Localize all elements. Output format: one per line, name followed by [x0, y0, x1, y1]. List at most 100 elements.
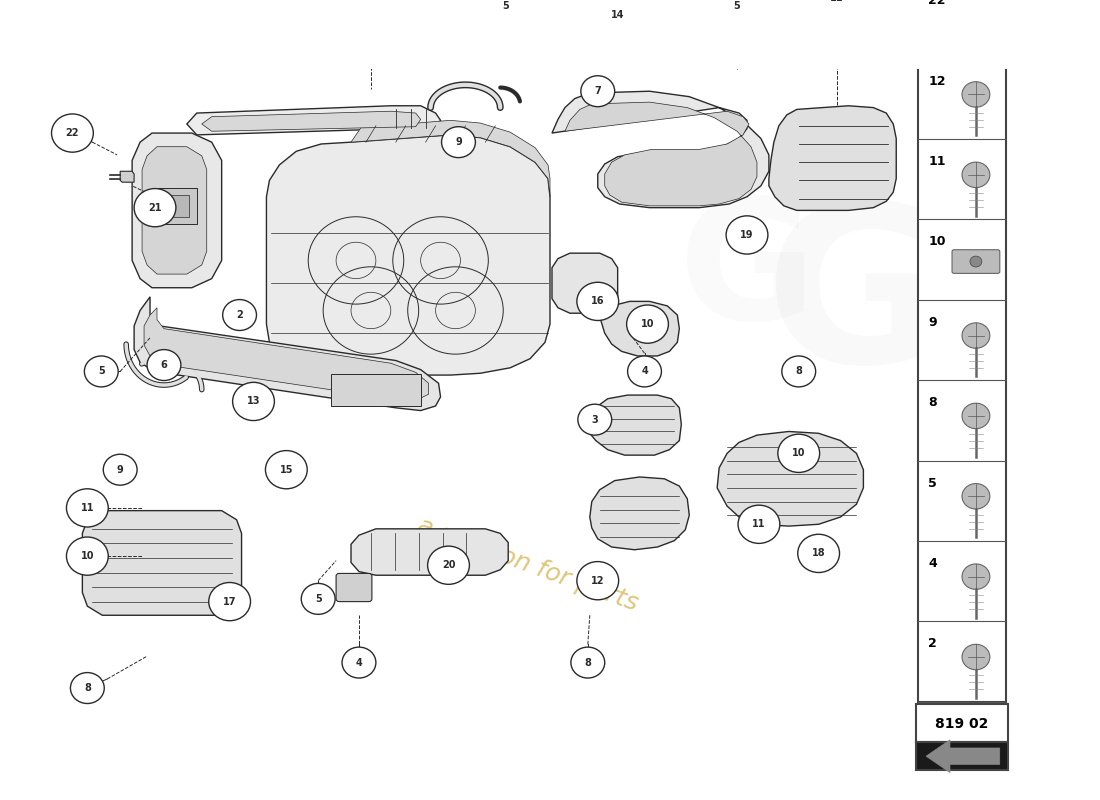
Text: 3: 3	[592, 414, 598, 425]
Text: 2: 2	[236, 310, 243, 320]
Polygon shape	[134, 297, 441, 410]
Circle shape	[962, 82, 990, 107]
Text: 7: 7	[594, 86, 601, 96]
Text: 18: 18	[812, 548, 825, 558]
Polygon shape	[717, 431, 864, 526]
Circle shape	[778, 434, 820, 473]
Text: 5: 5	[98, 366, 104, 377]
Polygon shape	[552, 91, 769, 208]
Circle shape	[628, 356, 661, 387]
Text: 11: 11	[80, 503, 95, 513]
Circle shape	[581, 76, 615, 106]
Circle shape	[726, 216, 768, 254]
Text: 8: 8	[928, 396, 937, 410]
Circle shape	[798, 534, 839, 573]
Circle shape	[576, 562, 618, 600]
Text: 11: 11	[829, 0, 844, 3]
Text: 15: 15	[279, 465, 293, 474]
Circle shape	[962, 564, 990, 590]
Circle shape	[970, 256, 982, 267]
Circle shape	[66, 537, 108, 575]
Circle shape	[265, 450, 307, 489]
Circle shape	[488, 0, 522, 21]
Circle shape	[962, 162, 990, 187]
Text: a passion for parts: a passion for parts	[415, 513, 641, 615]
Polygon shape	[187, 106, 441, 135]
Circle shape	[962, 403, 990, 429]
Text: 10: 10	[792, 448, 805, 458]
Text: 10: 10	[928, 235, 946, 249]
Circle shape	[597, 0, 639, 34]
Polygon shape	[590, 395, 681, 455]
Text: 6: 6	[161, 360, 167, 370]
Text: 21: 21	[148, 202, 162, 213]
Polygon shape	[552, 253, 618, 314]
FancyBboxPatch shape	[916, 705, 1008, 742]
Polygon shape	[142, 146, 207, 274]
Polygon shape	[144, 308, 429, 401]
Circle shape	[782, 356, 816, 387]
Text: 9: 9	[117, 465, 123, 474]
Text: 4: 4	[355, 658, 362, 667]
Text: 4: 4	[641, 366, 648, 377]
Text: 16: 16	[591, 296, 605, 306]
Circle shape	[66, 489, 108, 527]
Text: 12: 12	[591, 576, 605, 586]
Text: 9: 9	[455, 137, 462, 147]
FancyBboxPatch shape	[916, 742, 1008, 770]
Text: 13: 13	[246, 397, 261, 406]
Circle shape	[301, 583, 336, 614]
Circle shape	[52, 114, 94, 152]
Text: 5: 5	[502, 1, 508, 10]
Circle shape	[222, 299, 256, 330]
Circle shape	[962, 323, 990, 348]
Polygon shape	[351, 529, 508, 575]
Text: 9: 9	[928, 316, 937, 329]
Text: 8: 8	[795, 366, 802, 377]
Text: 22: 22	[928, 0, 946, 7]
Polygon shape	[600, 302, 680, 356]
Polygon shape	[132, 133, 222, 288]
FancyBboxPatch shape	[157, 188, 197, 224]
Text: G: G	[679, 192, 815, 354]
Polygon shape	[926, 740, 1000, 773]
Text: 2: 2	[928, 638, 937, 650]
Text: 11: 11	[928, 155, 946, 168]
Text: 8: 8	[84, 683, 91, 693]
Circle shape	[103, 454, 138, 485]
Circle shape	[571, 647, 605, 678]
FancyBboxPatch shape	[165, 195, 189, 217]
Circle shape	[232, 382, 274, 421]
Polygon shape	[769, 106, 896, 210]
Text: 20: 20	[442, 560, 455, 570]
FancyBboxPatch shape	[331, 374, 420, 406]
Text: 22: 22	[66, 128, 79, 138]
Text: 10: 10	[641, 319, 654, 329]
Polygon shape	[82, 510, 242, 615]
Text: G: G	[766, 195, 948, 410]
Circle shape	[85, 356, 118, 387]
Text: 14: 14	[610, 10, 625, 20]
Text: 8: 8	[584, 658, 591, 667]
Circle shape	[147, 350, 180, 381]
FancyBboxPatch shape	[918, 0, 1005, 702]
Circle shape	[816, 0, 857, 18]
Polygon shape	[120, 171, 134, 182]
Text: 5: 5	[734, 1, 740, 10]
Text: 1: 1	[367, 0, 374, 2]
Circle shape	[428, 546, 470, 584]
Circle shape	[738, 505, 780, 543]
Text: 5: 5	[928, 477, 937, 490]
Circle shape	[720, 0, 754, 21]
Circle shape	[576, 282, 618, 321]
Text: 19: 19	[740, 230, 754, 240]
Circle shape	[578, 404, 612, 435]
Polygon shape	[565, 102, 757, 206]
FancyBboxPatch shape	[952, 250, 1000, 274]
Circle shape	[209, 582, 251, 621]
FancyBboxPatch shape	[337, 574, 372, 602]
Polygon shape	[590, 477, 690, 550]
Polygon shape	[201, 111, 420, 131]
Circle shape	[962, 644, 990, 670]
Polygon shape	[266, 135, 550, 375]
